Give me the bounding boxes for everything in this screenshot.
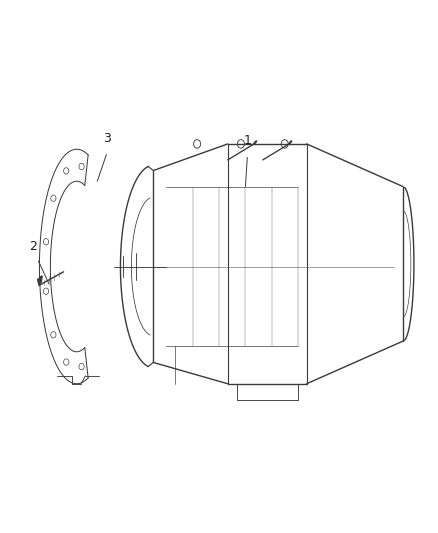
Text: 3: 3 bbox=[103, 132, 111, 145]
Text: 1: 1 bbox=[244, 134, 251, 147]
Text: 2: 2 bbox=[29, 240, 37, 253]
